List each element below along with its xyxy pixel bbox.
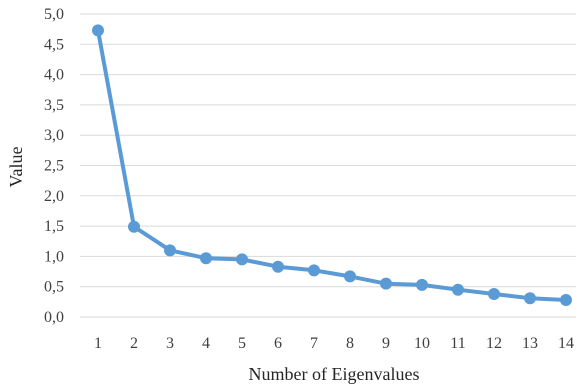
- data-point: [416, 278, 428, 291]
- x-tick-label: 6: [274, 335, 282, 352]
- y-tick-label: 0,5: [44, 279, 64, 296]
- data-point: [272, 260, 284, 273]
- x-tick-label: 2: [130, 335, 138, 352]
- y-tick-label: 0,0: [44, 309, 64, 326]
- y-tick-label: 5,0: [44, 6, 64, 23]
- y-tick-label: 2,5: [44, 158, 64, 175]
- x-tick-label: 1: [94, 335, 102, 352]
- y-tick-label: 2,0: [44, 188, 64, 205]
- y-tick-label: 1,5: [44, 218, 64, 235]
- x-tick-label: 4: [202, 335, 210, 352]
- y-tick-label: 4,5: [44, 36, 64, 53]
- x-tick-label: 12: [486, 335, 502, 352]
- x-tick-label: 5: [238, 335, 246, 352]
- x-tick-label: 3: [166, 335, 174, 352]
- data-point: [524, 292, 536, 305]
- y-axis-title: Value: [6, 146, 26, 187]
- data-point: [128, 220, 140, 233]
- grid-lines: [80, 13, 576, 318]
- data-point: [308, 264, 320, 277]
- y-axis-ticks: 0,0 0,5 1,0 1,5 2,0 2,5 3,0 3,5 4,0 4,5 5,0: [44, 6, 64, 326]
- y-tick-label: 4,0: [44, 67, 64, 84]
- y-tick-label: 3,0: [44, 127, 64, 144]
- data-point: [488, 287, 500, 300]
- data-point: [236, 253, 248, 266]
- x-tick-label: 8: [346, 335, 354, 352]
- x-tick-label: 7: [310, 335, 318, 352]
- data-point: [164, 244, 176, 257]
- x-tick-label: 9: [382, 335, 390, 352]
- x-axis-ticks: 1 2 3 4 5 6 7 8 9 10 11 12 13 14: [94, 335, 574, 352]
- data-point: [452, 283, 464, 296]
- x-tick-label: 14: [558, 335, 574, 352]
- data-point: [380, 277, 392, 290]
- x-tick-label: 13: [522, 335, 538, 352]
- x-tick-label: 10: [414, 335, 430, 352]
- data-point: [344, 270, 356, 283]
- data-point: [560, 294, 572, 307]
- y-tick-label: 3,5: [44, 97, 64, 114]
- x-axis-title: Number of Eigenvalues: [249, 364, 420, 384]
- series-line: [96, 28, 568, 302]
- data-point: [92, 24, 104, 37]
- data-series: [92, 24, 572, 307]
- y-tick-label: 1,0: [44, 248, 64, 265]
- data-point: [200, 252, 212, 265]
- x-tick-label: 11: [450, 335, 465, 352]
